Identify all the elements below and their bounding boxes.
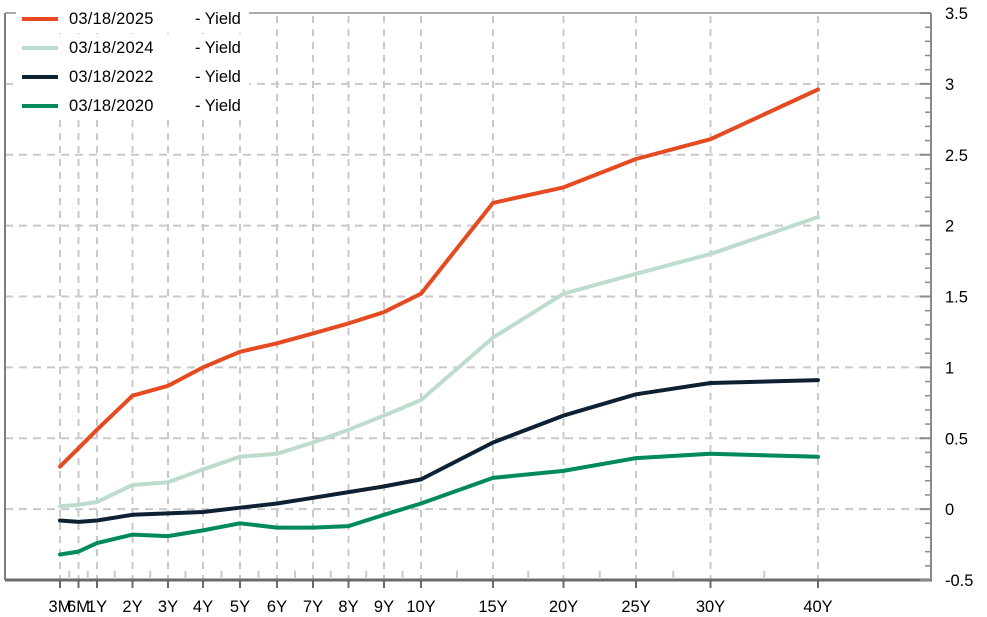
y-tick-label-3.5: 3.5 [945, 5, 968, 23]
legend-item-03-18-2020[interactable]: 03/18/2020 - Yield [16, 92, 249, 120]
series-line-03-18-2022 [58, 378, 820, 524]
legend-swatch-icon [22, 75, 58, 79]
legend-swatch-icon [22, 46, 58, 50]
legend-series-date: 03/18/2024 [69, 38, 154, 57]
x-tick-label-5Y: 5Y [230, 598, 250, 616]
y-tick-label-2: 2 [945, 218, 954, 236]
legend-swatch-icon [22, 104, 58, 108]
legend-series-suffix: - Yield [195, 96, 241, 115]
y-tick-label-3: 3 [945, 76, 954, 94]
x-tick-label-3M: 3M [49, 598, 72, 616]
legend-item-03-18-2024[interactable]: 03/18/2024 - Yield [16, 34, 249, 62]
x-tick-label-40Y: 40Y [803, 598, 832, 616]
legend-item-03-18-2022[interactable]: 03/18/2022 - Yield [16, 63, 249, 91]
x-tick-label-30Y: 30Y [696, 598, 725, 616]
x-tick-label-1Y: 1Y [87, 598, 107, 616]
legend-series-suffix: - Yield [195, 67, 241, 86]
x-tick-label-4Y: 4Y [193, 598, 213, 616]
x-tick-label-8Y: 8Y [338, 598, 358, 616]
x-tick-label-20Y: 20Y [549, 598, 578, 616]
x-tick-label-9Y: 9Y [374, 598, 394, 616]
x-tick-label-10Y: 10Y [406, 598, 435, 616]
series-line-03-18-2025 [58, 87, 820, 469]
series-line-03-18-2024 [58, 215, 820, 509]
x-tick-label-7Y: 7Y [303, 598, 323, 616]
y-tick-label-0.5: 0.5 [945, 430, 968, 448]
x-tick-label-6M: 6M [67, 598, 90, 616]
legend-series-date: 03/18/2022 [69, 67, 154, 86]
x-tick-label-15Y: 15Y [478, 598, 507, 616]
legend-series-date: 03/18/2020 [69, 96, 154, 115]
chart-legend: 03/18/2025- Yield 03/18/2024- Yield 03/18/… [16, 5, 249, 120]
legend-item-03-18-2025[interactable]: 03/18/2025 - Yield [16, 5, 249, 33]
y-tick-label-0: 0 [945, 501, 954, 519]
legend-series-suffix: - Yield [195, 38, 241, 57]
y-tick-label-2.5: 2.5 [945, 147, 968, 165]
legend-series-suffix: - Yield [195, 9, 241, 28]
x-tick-label-25Y: 25Y [621, 598, 650, 616]
legend-swatch-icon [22, 17, 58, 21]
y-tick-label-1.5: 1.5 [945, 289, 968, 307]
series-line-03-18-2020 [58, 451, 820, 557]
x-tick-label-6Y: 6Y [267, 598, 287, 616]
x-tick-label-3Y: 3Y [158, 598, 178, 616]
y-tick-label--0.5: -0.5 [945, 572, 973, 590]
y-tick-label-1: 1 [945, 359, 954, 377]
x-tick-label-2Y: 2Y [122, 598, 142, 616]
legend-series-date: 03/18/2025 [69, 9, 154, 28]
